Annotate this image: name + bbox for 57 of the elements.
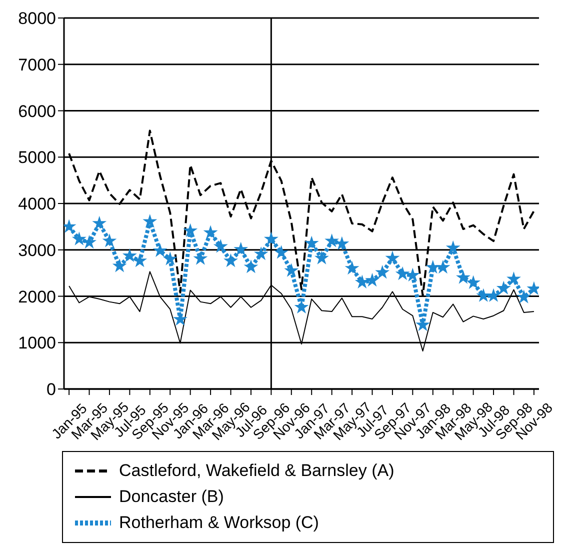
point bbox=[436, 261, 450, 273]
point bbox=[336, 237, 348, 250]
point bbox=[426, 261, 440, 273]
y-tick-label: 7000 bbox=[18, 55, 56, 74]
point bbox=[154, 244, 166, 256]
point bbox=[113, 260, 126, 272]
legend-label: Rotherham & Worksop (C) bbox=[119, 512, 319, 534]
point bbox=[72, 232, 86, 245]
point bbox=[224, 254, 237, 266]
point bbox=[265, 232, 278, 245]
point bbox=[467, 276, 480, 288]
point bbox=[416, 318, 429, 330]
legend-label: Doncaster (B) bbox=[119, 486, 224, 508]
point bbox=[214, 240, 227, 252]
point bbox=[254, 248, 268, 260]
point bbox=[366, 274, 378, 286]
point bbox=[244, 260, 258, 272]
y-tick-label: 4000 bbox=[18, 194, 56, 214]
point bbox=[234, 242, 248, 255]
point bbox=[508, 272, 520, 284]
y-tick-label: 6000 bbox=[18, 102, 56, 121]
point bbox=[346, 262, 358, 274]
point bbox=[275, 246, 288, 258]
point bbox=[144, 215, 156, 227]
point bbox=[124, 249, 136, 262]
point bbox=[406, 268, 419, 281]
y-tick-label: 5000 bbox=[18, 148, 56, 168]
point bbox=[396, 268, 409, 280]
point bbox=[93, 216, 106, 229]
point bbox=[64, 220, 76, 232]
point bbox=[528, 282, 539, 294]
point bbox=[497, 282, 510, 294]
point bbox=[285, 264, 298, 276]
point bbox=[518, 290, 530, 303]
point bbox=[174, 312, 186, 325]
point bbox=[316, 252, 328, 264]
point bbox=[184, 224, 197, 236]
point bbox=[305, 236, 318, 249]
point bbox=[134, 254, 146, 266]
point bbox=[83, 236, 96, 248]
point bbox=[326, 234, 338, 246]
point bbox=[164, 252, 176, 264]
y-tick-label: 1000 bbox=[18, 334, 56, 353]
y-tick-label: 8000 bbox=[18, 9, 56, 28]
point bbox=[295, 300, 308, 313]
y-tick-label: 3000 bbox=[18, 240, 56, 260]
point bbox=[457, 271, 470, 284]
y-tick-label: 0 bbox=[46, 380, 56, 400]
legend-label: Castleford, Wakefield & Barnsley (A) bbox=[119, 460, 394, 482]
point bbox=[446, 242, 460, 254]
point bbox=[356, 276, 368, 288]
point bbox=[386, 252, 399, 264]
point bbox=[194, 252, 207, 264]
point bbox=[204, 226, 217, 238]
point bbox=[103, 234, 116, 246]
y-tick-label: 2000 bbox=[18, 287, 56, 306]
point bbox=[376, 266, 389, 278]
